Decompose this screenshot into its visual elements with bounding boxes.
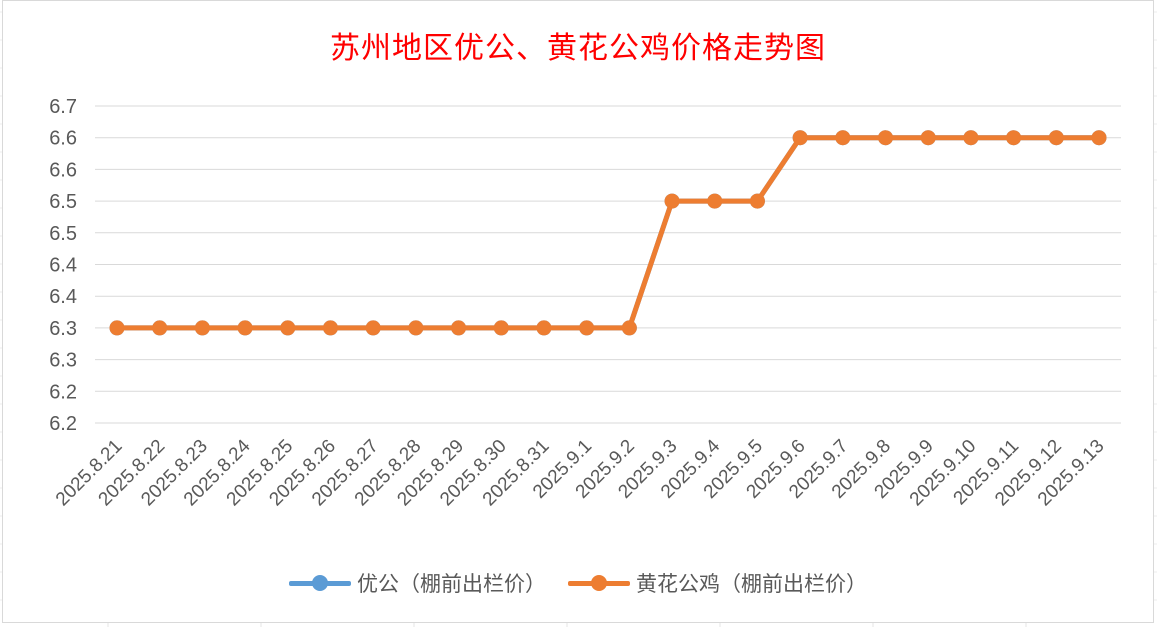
y-tick-label: 6.7 [49, 96, 77, 118]
legend-swatch [289, 573, 351, 593]
data-point [963, 130, 979, 146]
y-tick-label: 6.5 [49, 223, 77, 245]
y-tick-label: 6.2 [49, 381, 77, 403]
data-point [493, 320, 509, 336]
data-point [365, 320, 381, 336]
y-tick-label: 6.4 [49, 255, 77, 277]
plot-area: 6.76.66.66.56.56.46.46.36.36.26.22025.8.… [49, 96, 1121, 510]
y-tick-label: 6.5 [49, 191, 77, 213]
data-point [322, 320, 338, 336]
legend-item-1: 黄花公鸡（棚前出栏价） [568, 568, 867, 598]
data-point [920, 130, 936, 146]
data-point [536, 320, 552, 336]
data-point [707, 193, 723, 209]
data-point [621, 320, 637, 336]
y-tick-label: 6.6 [49, 128, 77, 150]
y-tick-label: 6.6 [49, 159, 77, 181]
legend: 优公（棚前出栏价） 黄花公鸡（棚前出栏价） [3, 568, 1153, 598]
data-point [749, 193, 765, 209]
data-point [1048, 130, 1064, 146]
data-point [1091, 130, 1107, 146]
data-point [664, 193, 680, 209]
y-tick-label: 6.4 [49, 286, 77, 308]
y-tick-label: 6.3 [49, 318, 77, 340]
data-point [792, 130, 808, 146]
data-point [878, 130, 894, 146]
data-point [1006, 130, 1022, 146]
data-point [451, 320, 467, 336]
legend-swatch [568, 573, 630, 593]
y-tick-label: 6.3 [49, 350, 77, 372]
data-point [280, 320, 296, 336]
data-point [237, 320, 253, 336]
data-point [835, 130, 851, 146]
legend-label: 黄花公鸡（棚前出栏价） [636, 572, 867, 596]
data-point [152, 320, 168, 336]
data-point [408, 320, 424, 336]
legend-label: 优公（棚前出栏价） [357, 572, 546, 596]
data-point [109, 320, 125, 336]
data-point [579, 320, 595, 336]
legend-item-0: 优公（棚前出栏价） [289, 568, 546, 598]
chart-title: 苏州地区优公、黄花公鸡价格走势图 [330, 31, 826, 66]
y-tick-label: 6.2 [49, 413, 77, 435]
data-point [194, 320, 210, 336]
